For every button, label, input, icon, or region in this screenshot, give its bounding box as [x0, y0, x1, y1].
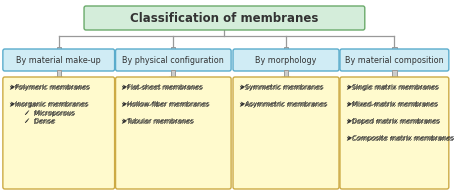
- Polygon shape: [390, 54, 399, 59]
- FancyBboxPatch shape: [340, 49, 449, 71]
- FancyBboxPatch shape: [233, 49, 339, 71]
- Polygon shape: [171, 47, 175, 54]
- FancyBboxPatch shape: [116, 49, 231, 71]
- Polygon shape: [282, 54, 290, 59]
- Text: By material make-up: By material make-up: [17, 56, 101, 65]
- Text: Classification of membranes: Classification of membranes: [130, 11, 319, 24]
- FancyBboxPatch shape: [3, 77, 115, 189]
- Text: ➤Flat-sheet membranes

➤Hollow-fiber membranes

➤Tubular membranes: ➤Flat-sheet membranes ➤Hollow-fiber memb…: [121, 85, 209, 125]
- Polygon shape: [56, 70, 61, 77]
- Text: ➤Single matrix membranes

➤Mixed-matrix membranes

➤Doped matrix membranes

➤Com: ➤Single matrix membranes ➤Mixed-matrix m…: [346, 84, 454, 141]
- Text: ➤Symmetric membranes

➤Asymmetric membranes: ➤Symmetric membranes ➤Asymmetric membran…: [239, 85, 327, 108]
- Polygon shape: [284, 70, 288, 77]
- Text: ➤Polymeric membranes

➤Inorganic membranes
       ✓  Microporous
       ✓  Dense: ➤Polymeric membranes ➤Inorganic membrane…: [9, 84, 90, 124]
- Polygon shape: [55, 77, 63, 82]
- Text: By physical configuration: By physical configuration: [122, 56, 224, 65]
- Polygon shape: [284, 47, 288, 54]
- Text: By morphology: By morphology: [255, 56, 317, 65]
- FancyBboxPatch shape: [233, 77, 339, 189]
- FancyBboxPatch shape: [116, 77, 231, 189]
- Polygon shape: [169, 54, 178, 59]
- Polygon shape: [56, 47, 61, 54]
- Polygon shape: [282, 77, 290, 82]
- FancyBboxPatch shape: [84, 6, 365, 30]
- Polygon shape: [392, 47, 397, 54]
- Polygon shape: [171, 70, 175, 77]
- Polygon shape: [390, 77, 399, 82]
- Text: ➤Flat-sheet membranes

➤Hollow-fiber membranes

➤Tubular membranes: ➤Flat-sheet membranes ➤Hollow-fiber memb…: [122, 84, 210, 124]
- Text: ➤Polymeric membranes

➤Inorganic membranes
       ✓  Microporous
       ✓  Dense: ➤Polymeric membranes ➤Inorganic membrane…: [9, 85, 89, 125]
- Polygon shape: [55, 54, 63, 59]
- Polygon shape: [392, 70, 397, 77]
- FancyBboxPatch shape: [3, 49, 115, 71]
- FancyBboxPatch shape: [340, 77, 449, 189]
- Text: ➤Symmetric membranes

➤Asymmetric membranes: ➤Symmetric membranes ➤Asymmetric membran…: [240, 84, 328, 107]
- Text: ➤Single matrix membranes

➤Mixed-matrix membranes

➤Doped matrix membranes

➤Com: ➤Single matrix membranes ➤Mixed-matrix m…: [346, 85, 453, 142]
- Text: By material composition: By material composition: [345, 56, 444, 65]
- Polygon shape: [169, 77, 178, 82]
